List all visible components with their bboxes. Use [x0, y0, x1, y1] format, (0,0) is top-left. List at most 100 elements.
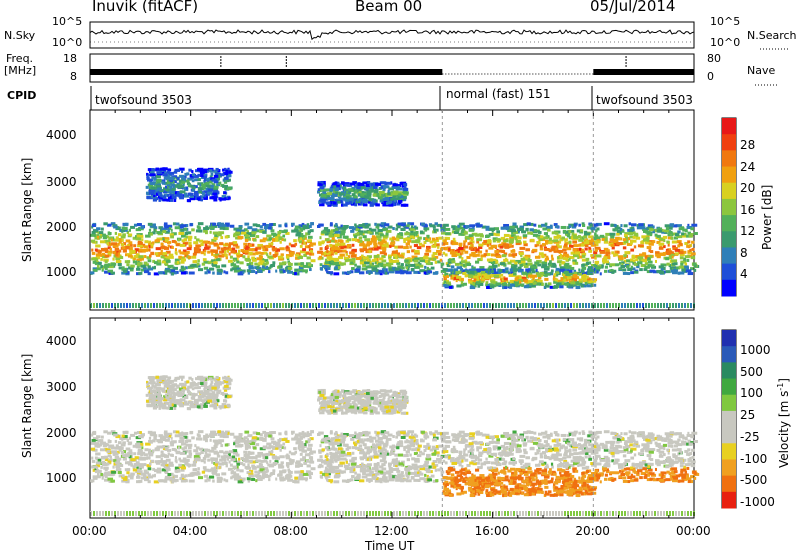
velocity-cell [687, 458, 690, 462]
power-cell [365, 187, 369, 191]
power-cell [689, 248, 692, 252]
velocity-cell [182, 449, 189, 453]
power-cell [298, 224, 304, 228]
power-cell [509, 240, 514, 244]
power-cell [169, 195, 173, 199]
velocity-cell [481, 433, 487, 437]
power-cell [348, 189, 351, 193]
power-cell [503, 223, 510, 227]
power-cell [359, 243, 363, 247]
power-cell [335, 247, 341, 251]
power-cell [207, 250, 211, 254]
power-cell [328, 250, 334, 254]
power-cell [351, 267, 355, 271]
power-cell [486, 243, 489, 247]
power-cell [194, 260, 198, 264]
power-cell [476, 268, 482, 272]
power-cell [351, 249, 357, 253]
power-cell [153, 191, 160, 195]
power-cell [500, 273, 504, 277]
velocity-cell [684, 449, 689, 453]
power-cell [96, 235, 100, 239]
power-cell [184, 188, 189, 192]
power-cell [150, 194, 156, 198]
power-cell [290, 244, 296, 248]
power-cell [164, 255, 170, 259]
velocity-cell [507, 437, 512, 441]
power-cell [173, 170, 178, 174]
power-cell [156, 259, 162, 263]
velocity-cell [117, 460, 121, 464]
power-cell [170, 228, 173, 232]
power-cell [334, 234, 340, 238]
power-cell [214, 255, 218, 259]
power-cell [157, 271, 163, 275]
power-cell [555, 271, 560, 275]
power-cell [587, 284, 593, 288]
power-cell [341, 201, 344, 205]
power-ground-cell [540, 303, 542, 308]
power-cell [142, 264, 146, 268]
velocity-cell [539, 452, 543, 456]
power-cell [388, 270, 395, 274]
velocity-cell [164, 470, 169, 474]
power-cell [537, 276, 542, 280]
velocity-cell [103, 466, 109, 470]
power-cell [333, 250, 340, 254]
velocity-cell [505, 453, 511, 457]
power-cell [121, 238, 124, 242]
power-cell [237, 249, 241, 253]
power-cell [647, 257, 651, 261]
power-cell [220, 197, 226, 201]
velocity-cell [489, 450, 492, 454]
power-cell [536, 240, 541, 244]
power-cell [567, 230, 572, 234]
power-cell [648, 228, 654, 232]
velocity-cell [382, 444, 388, 448]
power-cell [591, 279, 597, 283]
power-cell [365, 224, 370, 228]
power-ground-cell [117, 303, 119, 308]
velocity-cell [511, 442, 516, 446]
power-cell [94, 262, 98, 266]
power-cell [157, 190, 162, 194]
power-cell [577, 235, 581, 239]
power-ground-cell [495, 303, 497, 308]
power-cell [569, 266, 575, 270]
power-cell [561, 236, 566, 240]
power-cell [387, 192, 391, 196]
power-cell [594, 246, 601, 250]
power-cell [375, 237, 380, 241]
power-cell [198, 169, 203, 173]
power-cell [363, 230, 368, 234]
power-cell [115, 247, 119, 251]
power-cell [145, 234, 151, 238]
power-cell [482, 242, 488, 246]
velocity-cell [192, 460, 197, 464]
power-cell [556, 256, 563, 260]
power-cell [423, 226, 428, 230]
power-cell [222, 224, 228, 228]
power-ground-cell [264, 303, 266, 308]
power-cell [354, 203, 358, 207]
velocity-cell [343, 433, 349, 437]
power-cell [448, 273, 453, 277]
power-cell [224, 242, 229, 246]
power-cell [656, 234, 661, 238]
power-cell [580, 284, 584, 288]
power-cell [336, 184, 340, 188]
velocity-cell [265, 452, 271, 456]
velocity-cell [263, 459, 268, 463]
power-cell [536, 259, 542, 263]
power-cell [562, 256, 568, 260]
power-cell [295, 233, 301, 237]
power-cell [155, 167, 160, 171]
power-cell [522, 271, 527, 275]
power-cell [125, 222, 129, 226]
power-cell [444, 232, 451, 236]
power-cell [298, 240, 303, 244]
power-cell [582, 224, 586, 228]
power-cell [275, 248, 281, 252]
power-cell [284, 224, 288, 228]
power-cell [428, 268, 431, 272]
